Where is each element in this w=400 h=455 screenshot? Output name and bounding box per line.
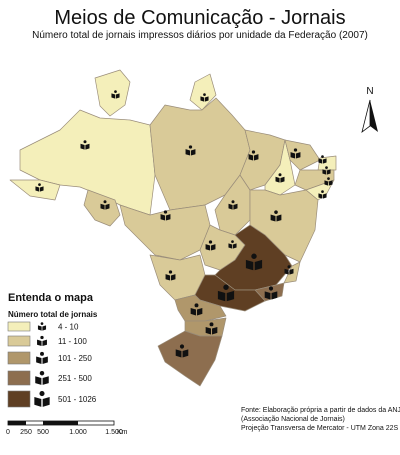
legend-swatch bbox=[7, 390, 31, 408]
legend-label: 4 - 10 bbox=[58, 323, 79, 332]
scale-label: 500 bbox=[37, 429, 49, 436]
legend-label: 251 - 500 bbox=[58, 374, 92, 383]
north-label: N bbox=[366, 86, 373, 97]
north-arrow: N bbox=[361, 86, 378, 133]
state-region bbox=[94, 69, 131, 117]
scale-label: 250 bbox=[20, 429, 32, 436]
state-region bbox=[174, 294, 227, 322]
state-region bbox=[157, 330, 223, 387]
legend-icon bbox=[34, 391, 50, 407]
legend-label: 101 - 250 bbox=[58, 354, 92, 363]
source-line: Fonte: Elaboração própria a partir de da… bbox=[241, 407, 400, 414]
scale-label: 1.500 bbox=[105, 429, 123, 436]
state-region bbox=[284, 139, 321, 171]
scale-label: 1.000 bbox=[69, 429, 87, 436]
legend-subheading: Número total de jornais bbox=[8, 310, 98, 319]
scale-bar-segment bbox=[43, 421, 78, 425]
state-region bbox=[9, 179, 61, 201]
title: Meios de Comunicação - Jornais bbox=[54, 7, 345, 29]
legend-icon bbox=[35, 370, 49, 385]
source-line: Projeção Transversa de Mercator - UTM Zo… bbox=[241, 425, 399, 432]
legend-swatch bbox=[7, 321, 31, 332]
legend-icon bbox=[37, 322, 47, 331]
state-region bbox=[189, 73, 217, 111]
brazil-map bbox=[9, 69, 337, 387]
legend-label: 501 - 1026 bbox=[58, 395, 97, 404]
legend-swatch bbox=[7, 335, 31, 347]
state-region bbox=[294, 169, 335, 191]
state-region bbox=[317, 155, 337, 171]
legend-icon bbox=[37, 335, 47, 347]
legend-swatch bbox=[7, 351, 31, 365]
subtitle: Número total de jornais impressos diário… bbox=[32, 30, 368, 41]
source-line: (Associação Nacional de Jornais) bbox=[241, 416, 345, 423]
legend: Entenda o mapa Número total de jornais 4… bbox=[7, 292, 98, 408]
legend-heading: Entenda o mapa bbox=[8, 292, 94, 304]
source-notes: Fonte: Elaboração própria a partir de da… bbox=[241, 407, 400, 432]
scale-bar-segment bbox=[8, 421, 26, 425]
legend-icon bbox=[36, 351, 48, 364]
scale-label: 0 bbox=[6, 429, 10, 436]
legend-swatch bbox=[7, 370, 31, 386]
scale-unit: Km bbox=[117, 429, 128, 436]
legend-label: 11 - 100 bbox=[58, 337, 87, 346]
